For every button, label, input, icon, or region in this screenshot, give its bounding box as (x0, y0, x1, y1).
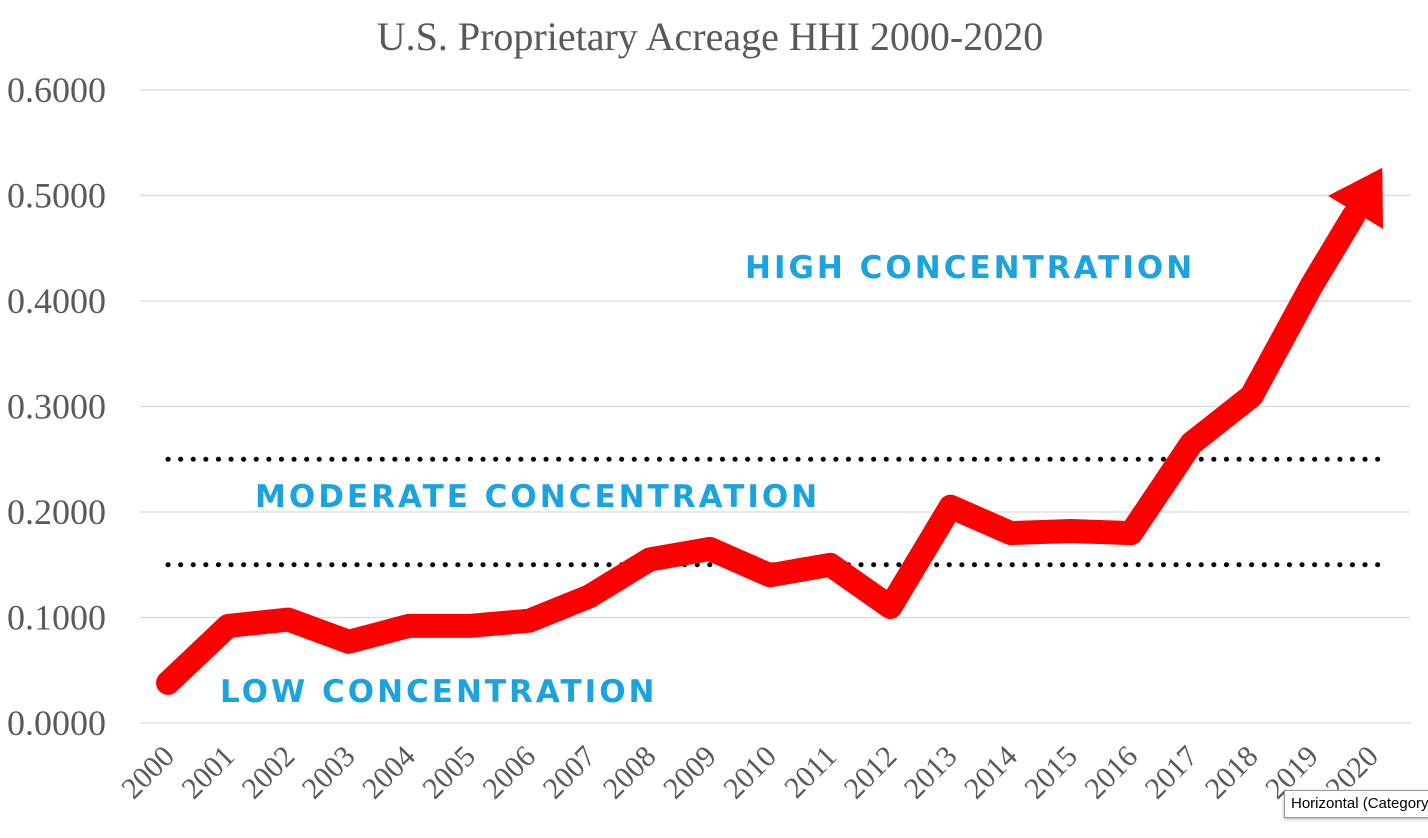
y-tick-label: 0.2000 (7, 492, 106, 532)
x-tick-label: 2012 (838, 740, 904, 806)
x-tick-label: 2000 (115, 740, 181, 806)
moderate-concentration-label: MODERATE CONCENTRATION (255, 479, 820, 515)
y-tick-label: 0.1000 (7, 598, 106, 638)
y-tick-label: 0.5000 (7, 176, 106, 216)
gridlines (140, 89, 1410, 724)
x-tick-label: 2002 (236, 740, 302, 806)
x-tick-label: 2004 (356, 740, 422, 806)
x-tick-label: 2014 (958, 740, 1024, 806)
y-tick-label: 0.6000 (7, 70, 106, 110)
x-tick-label: 2016 (1078, 740, 1144, 806)
x-tick-label: 2001 (175, 740, 241, 806)
high-concentration-label: HIGH CONCENTRATION (745, 250, 1195, 286)
x-tick-label: 2010 (717, 740, 783, 806)
x-tick-label: 2013 (898, 740, 964, 806)
x-tick-label: 2005 (416, 740, 482, 806)
y-tick-label: 0.0000 (7, 703, 106, 743)
hhi-series (156, 167, 1383, 695)
x-tick-label: 2003 (296, 740, 362, 806)
x-tick-label: 2006 (476, 740, 542, 806)
x-tick-label: 2007 (537, 740, 603, 806)
x-tick-label: 2009 (657, 740, 723, 806)
y-axis-tick-labels: 0.0000 0.1000 0.2000 0.3000 0.4000 0.5000 0.60… (7, 70, 106, 743)
x-tick-label: 2018 (1199, 740, 1265, 806)
hhi-line (156, 204, 1366, 695)
x-tick-label: 2017 (1139, 740, 1205, 806)
x-axis-tick-labels: 2000200120022003200420052006200720082009… (115, 740, 1385, 806)
low-concentration-label: LOW CONCENTRATION (220, 674, 658, 710)
x-tick-label: 2015 (1018, 740, 1084, 806)
axis-tooltip: Horizontal (Category) Axis (1284, 790, 1428, 818)
x-tick-label: 2008 (597, 740, 663, 806)
x-tick-label: 2011 (778, 740, 843, 805)
y-tick-label: 0.4000 (7, 281, 106, 321)
chart-title: U.S. Proprietary Acreage HHI 2000-2020 (377, 14, 1044, 59)
line-end-arrow (1328, 167, 1383, 229)
y-tick-label: 0.3000 (7, 387, 106, 427)
